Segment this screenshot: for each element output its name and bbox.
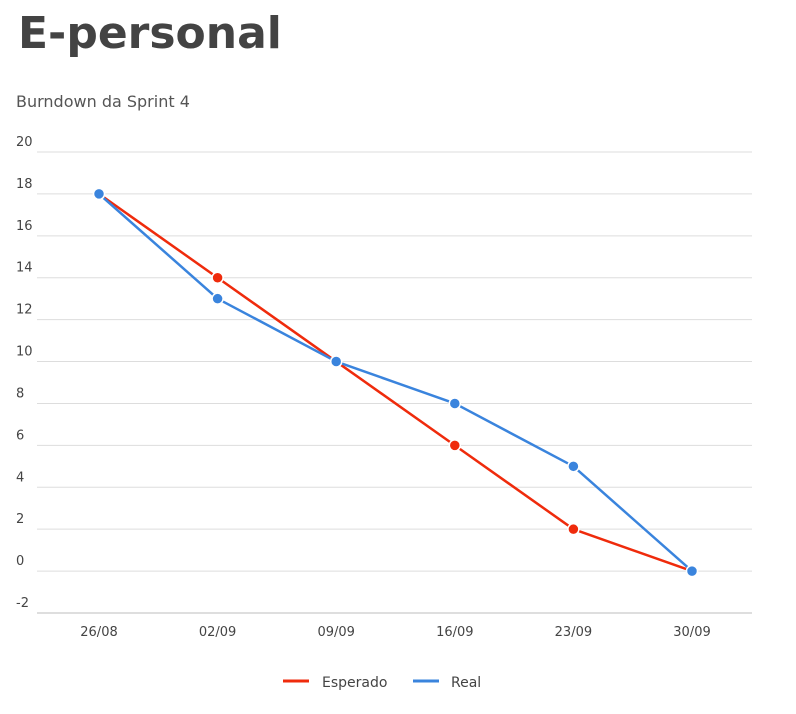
legend-label-real: Real [451,675,481,691]
y-tick-label: 20 [16,135,33,150]
y-tick-label: 8 [16,386,24,401]
chart-title: Burndown da Sprint 4 [16,92,190,111]
series-lines [92,187,699,578]
data-point-esperado [567,522,580,536]
chart-legend: Esperado Real [283,675,481,691]
y-tick-label: 0 [16,554,24,569]
page-title: E-personal [18,8,282,59]
y-tick-label: 6 [16,428,24,443]
x-axis-ticks: 26/08 02/09 09/09 16/09 23/09 30/09 [80,625,710,640]
series-line-real [98,192,693,573]
legend-label-esperado: Esperado [322,675,387,691]
y-tick-label: 12 [16,303,33,318]
data-point-real [448,397,462,410]
series-line-esperado [98,192,693,573]
y-tick-label: 16 [16,219,33,234]
x-tick-label: 02/09 [199,625,236,640]
data-point-real [329,355,343,368]
x-tick-label: 09/09 [317,625,354,640]
y-tick-label: 2 [16,512,24,527]
data-point-real [211,292,224,305]
y-tick-label: 14 [16,261,33,276]
data-point-esperado [211,271,224,284]
x-tick-label: 16/09 [436,625,473,640]
y-tick-label: 4 [16,470,24,485]
y-tick-label: 10 [16,345,33,360]
data-point-esperado [448,439,462,452]
data-point-real [567,460,580,473]
x-tick-label: 30/09 [673,625,710,640]
data-point-real [685,564,699,578]
x-tick-label: 26/08 [80,625,117,640]
y-tick-label: 18 [16,177,33,192]
x-tick-label: 23/09 [555,625,592,640]
y-tick-label: -2 [16,596,29,611]
data-point-real [92,187,106,201]
